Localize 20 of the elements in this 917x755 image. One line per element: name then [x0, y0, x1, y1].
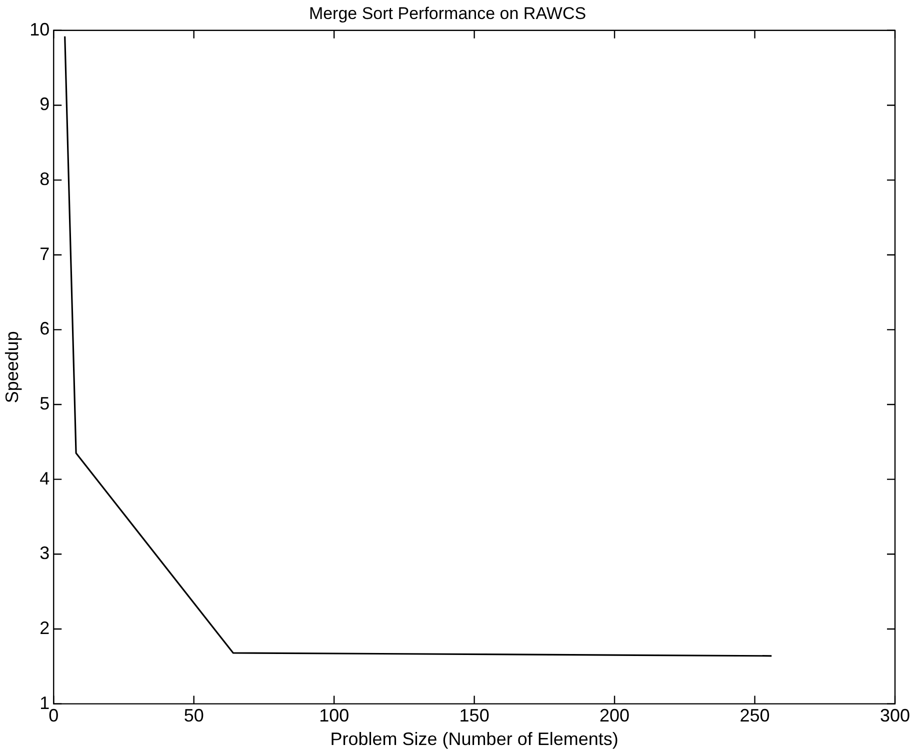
x-tick-label: 250 [740, 706, 770, 726]
y-tick-label: 1 [40, 692, 50, 713]
x-tick-label: 200 [600, 706, 630, 726]
x-tick-label: 0 [48, 706, 59, 726]
x-tick-label: 300 [880, 706, 910, 726]
y-tick-label: 6 [40, 318, 50, 339]
x-tick-label: 50 [184, 706, 204, 726]
x-tick-label: 150 [459, 706, 490, 726]
y-tick-label: 9 [40, 94, 50, 114]
y-tick-label: 5 [40, 393, 50, 414]
x-axis-title: Problem Size (Number of Elements) [330, 729, 618, 750]
y-tick-label: 4 [40, 468, 50, 488]
chart-title: Merge Sort Performance on RAWCS [308, 4, 586, 23]
y-tick-label: 7 [40, 244, 50, 264]
y-tick-label: 2 [40, 618, 50, 638]
x-tick-label: 100 [319, 706, 350, 726]
y-tick-label: 10 [30, 19, 50, 40]
y-axis-title: Speedup [2, 331, 22, 404]
y-tick-label: 8 [40, 169, 50, 190]
y-tick-label: 3 [40, 543, 50, 564]
